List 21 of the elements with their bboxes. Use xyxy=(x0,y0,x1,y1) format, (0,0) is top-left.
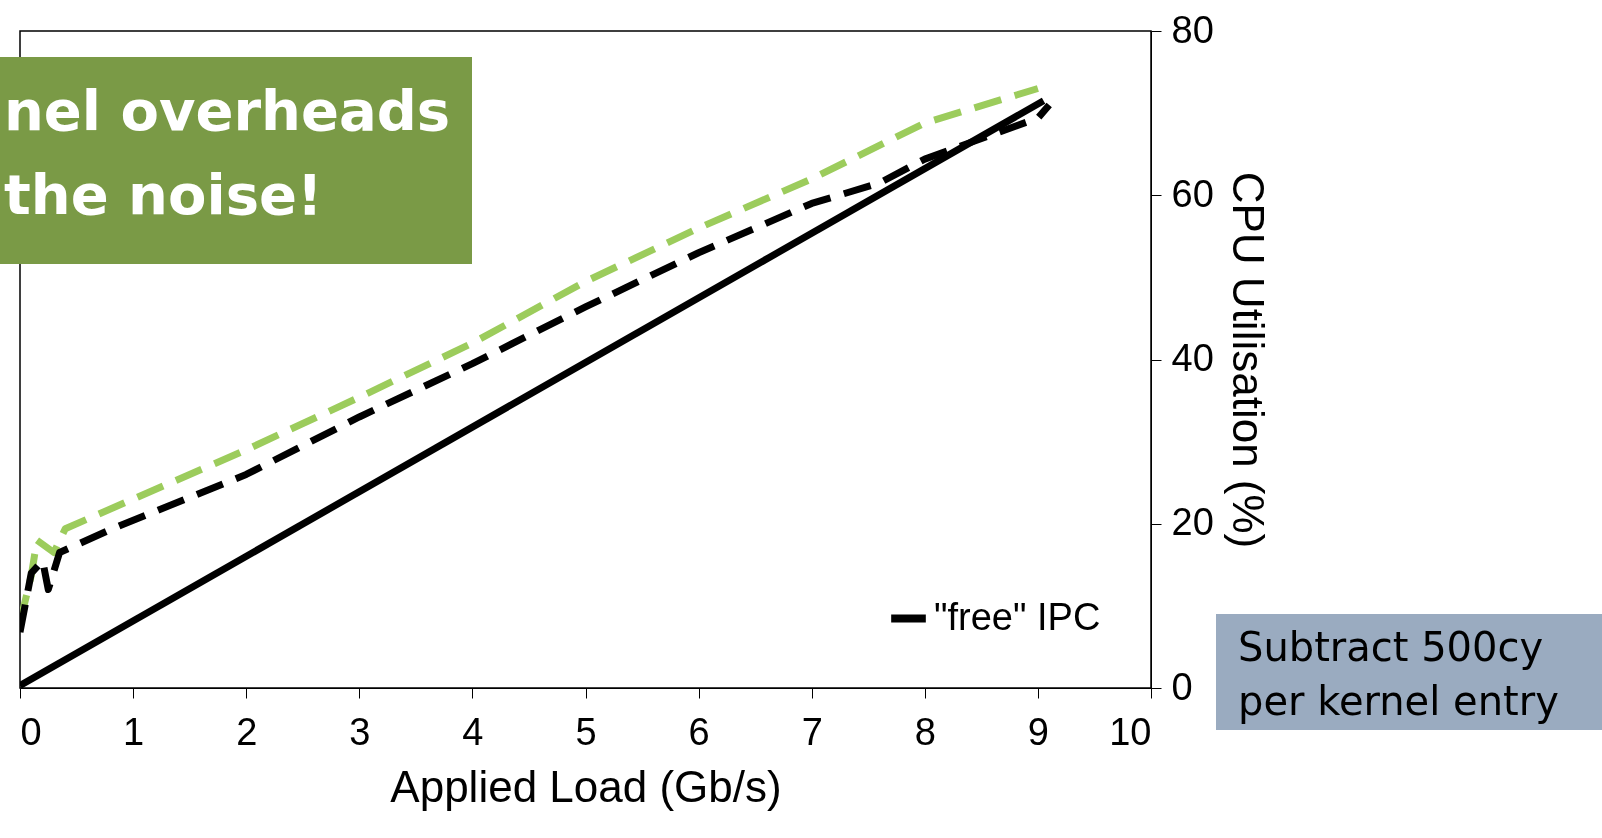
x-tick-label: 1 xyxy=(123,710,145,753)
legend-label: "free" IPC xyxy=(934,595,1101,638)
x-tick-label: 5 xyxy=(575,710,597,753)
x-tick-label: 9 xyxy=(1027,710,1049,753)
text: Subtract 500cy per kernel entry xyxy=(1216,614,1602,730)
x-tick-label: 2 xyxy=(236,710,258,753)
y2-tick-label: 60 xyxy=(1171,172,1214,215)
annotation: nel overheads the noise! xyxy=(0,57,472,264)
x-tick-label: 0 xyxy=(20,710,42,753)
x-tick-label: 3 xyxy=(349,710,371,753)
y2-axis-title: CPU Utilisation (%) xyxy=(1223,171,1273,549)
x-tick-label: 8 xyxy=(914,710,936,753)
x-tick-label: 4 xyxy=(462,710,484,753)
x-tick-label: 7 xyxy=(801,710,823,753)
y2-tick-label: 20 xyxy=(1171,501,1214,544)
y2-tick-label: 80 xyxy=(1171,8,1214,51)
x-axis-title: Applied Load (Gb/s) xyxy=(390,761,782,811)
x-tick-label: 10 xyxy=(1109,710,1152,753)
y2-tick-label: 40 xyxy=(1171,337,1214,379)
y2-tick-label: 0 xyxy=(1171,665,1193,708)
x-tick-label: 6 xyxy=(688,710,710,753)
